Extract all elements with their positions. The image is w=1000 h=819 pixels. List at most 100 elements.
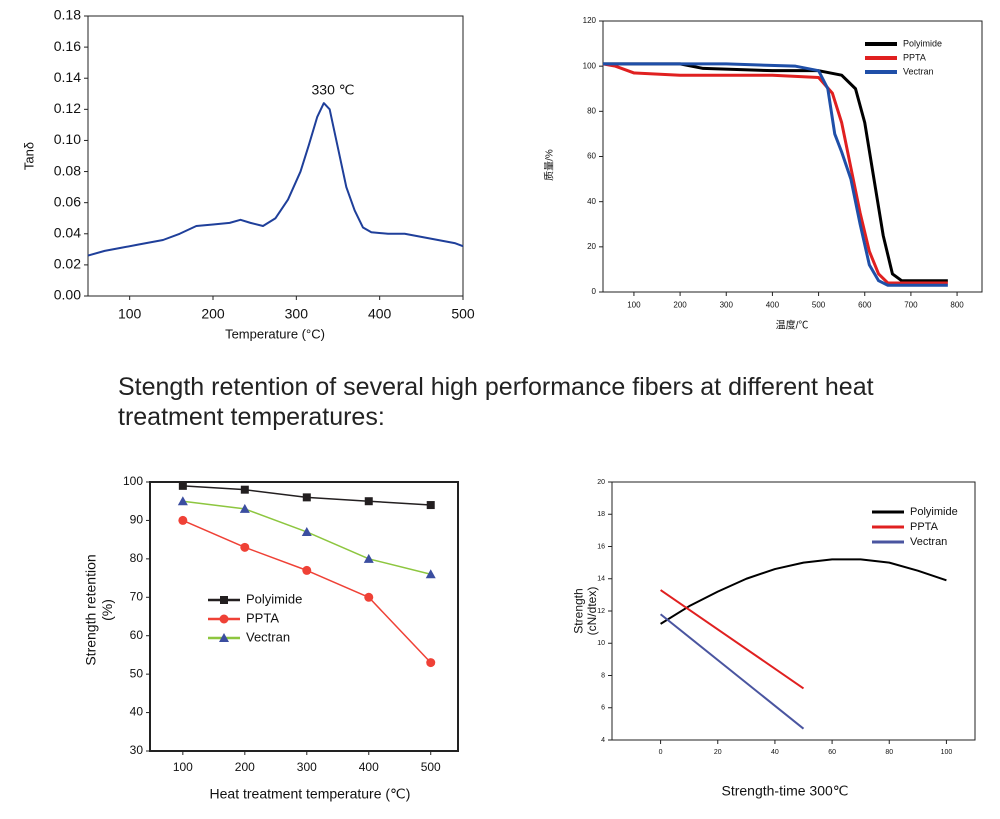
plot-frame [149, 481, 459, 752]
legend-label: Vectran [246, 629, 290, 644]
y-tick-label: 8 [601, 672, 605, 679]
legend-label: PPTA [903, 52, 926, 62]
y-tick-label: 100 [583, 61, 597, 70]
y-tick-label: 0.14 [54, 69, 81, 85]
y-tick-label: 20 [597, 479, 605, 486]
series-line [87, 102, 464, 257]
x-tick-label: 400 [766, 300, 780, 309]
marker [363, 553, 374, 563]
legend-label: Polyimide [246, 591, 302, 606]
y-tick-label: 120 [583, 16, 597, 25]
y-tick-label: 80 [130, 551, 144, 565]
x-axis-label: 温度/℃ [776, 319, 809, 332]
y-tick-label: 0 [592, 287, 597, 296]
y-axis-label: 质量/% [544, 149, 556, 181]
y-tick-label: 0.02 [54, 256, 81, 272]
series-line [602, 62, 948, 285]
y-tick-label: 10 [597, 640, 605, 647]
y-tick-label: 0.12 [54, 100, 81, 116]
y-tick-label: 18 [597, 511, 605, 518]
x-tick-label: 0 [659, 749, 663, 756]
heading: Stength retention of several high perfor… [118, 372, 874, 432]
x-axis-label: Heat treatment temperature (℃) [210, 786, 411, 802]
y-axis-label: (cN/dtex) [585, 587, 599, 636]
y-tick-label: 30 [130, 743, 144, 757]
marker [240, 485, 249, 494]
caption: Strength-time 300℃ [721, 783, 848, 799]
x-tick-label: 100 [173, 760, 193, 774]
heading-line: Stength retention of several high perfor… [118, 373, 874, 401]
legend-label: Polyimide [910, 506, 958, 518]
y-tick-label: 0.08 [54, 162, 81, 178]
y-tick-label: 20 [587, 242, 596, 251]
y-tick-label: 14 [597, 576, 605, 583]
y-tick-label: 0.04 [54, 224, 81, 240]
marker [220, 596, 228, 604]
y-tick-label: 70 [130, 589, 144, 603]
annotation: 330 ℃ [312, 82, 355, 98]
series-line [659, 613, 805, 730]
x-tick-label: 800 [950, 300, 964, 309]
y-axis-label: Tanδ [21, 142, 36, 170]
marker [301, 526, 312, 536]
legend-label: PPTA [910, 521, 939, 533]
y-tick-label: 0.00 [54, 287, 81, 303]
x-tick-label: 700 [904, 300, 918, 309]
y-tick-label: 60 [130, 628, 144, 642]
y-tick-label: 40 [130, 705, 144, 719]
x-tick-label: 600 [858, 300, 872, 309]
x-tick-label: 400 [368, 305, 392, 321]
y-tick-label: 0.06 [54, 193, 81, 209]
x-tick-label: 200 [201, 305, 225, 321]
y-tick-label: 60 [587, 152, 596, 161]
marker [219, 633, 229, 642]
y-tick-label: 0.18 [54, 7, 81, 23]
y-tick-label: 16 [597, 543, 605, 550]
x-tick-label: 60 [828, 749, 836, 756]
marker [302, 565, 312, 575]
marker [239, 503, 250, 513]
y-axis-label: Strength [571, 588, 585, 633]
legend-label: PPTA [246, 610, 279, 625]
x-tick-label: 100 [118, 305, 142, 321]
heading-line: treatment temperatures: [118, 403, 385, 431]
marker [364, 497, 373, 506]
marker [240, 542, 250, 552]
y-tick-label: 90 [130, 513, 144, 527]
marker [302, 493, 311, 502]
series-line [660, 589, 805, 690]
y-tick-label: 40 [587, 197, 596, 206]
legend-label: Vectran [903, 66, 934, 76]
y-axis-label: (%) [99, 599, 115, 621]
x-axis-label: Temperature (°C) [225, 326, 325, 341]
y-tick-label: 6 [601, 705, 605, 712]
y-axis-label: Strength retention [83, 554, 99, 665]
x-tick-label: 500 [451, 305, 475, 321]
x-tick-label: 100 [941, 749, 953, 756]
x-tick-label: 500 [812, 300, 826, 309]
marker [177, 496, 188, 506]
y-tick-label: 4 [601, 737, 605, 744]
x-tick-label: 400 [359, 760, 379, 774]
x-tick-label: 80 [885, 749, 893, 756]
y-tick-label: 12 [597, 608, 605, 615]
marker [425, 569, 436, 579]
series-line [603, 62, 948, 283]
x-tick-label: 500 [421, 760, 441, 774]
marker [426, 501, 435, 510]
y-tick-label: 0.16 [54, 38, 81, 54]
x-tick-label: 40 [771, 749, 779, 756]
y-tick-label: 0.10 [54, 131, 81, 147]
x-tick-label: 20 [714, 749, 722, 756]
series-line [660, 558, 947, 625]
x-tick-label: 200 [673, 300, 687, 309]
y-tick-label: 100 [123, 474, 143, 488]
legend-label: Polyimide [903, 38, 942, 48]
x-tick-label: 300 [297, 760, 317, 774]
marker [178, 481, 187, 490]
marker [219, 614, 229, 624]
series-line [182, 500, 431, 575]
x-tick-label: 100 [627, 300, 641, 309]
